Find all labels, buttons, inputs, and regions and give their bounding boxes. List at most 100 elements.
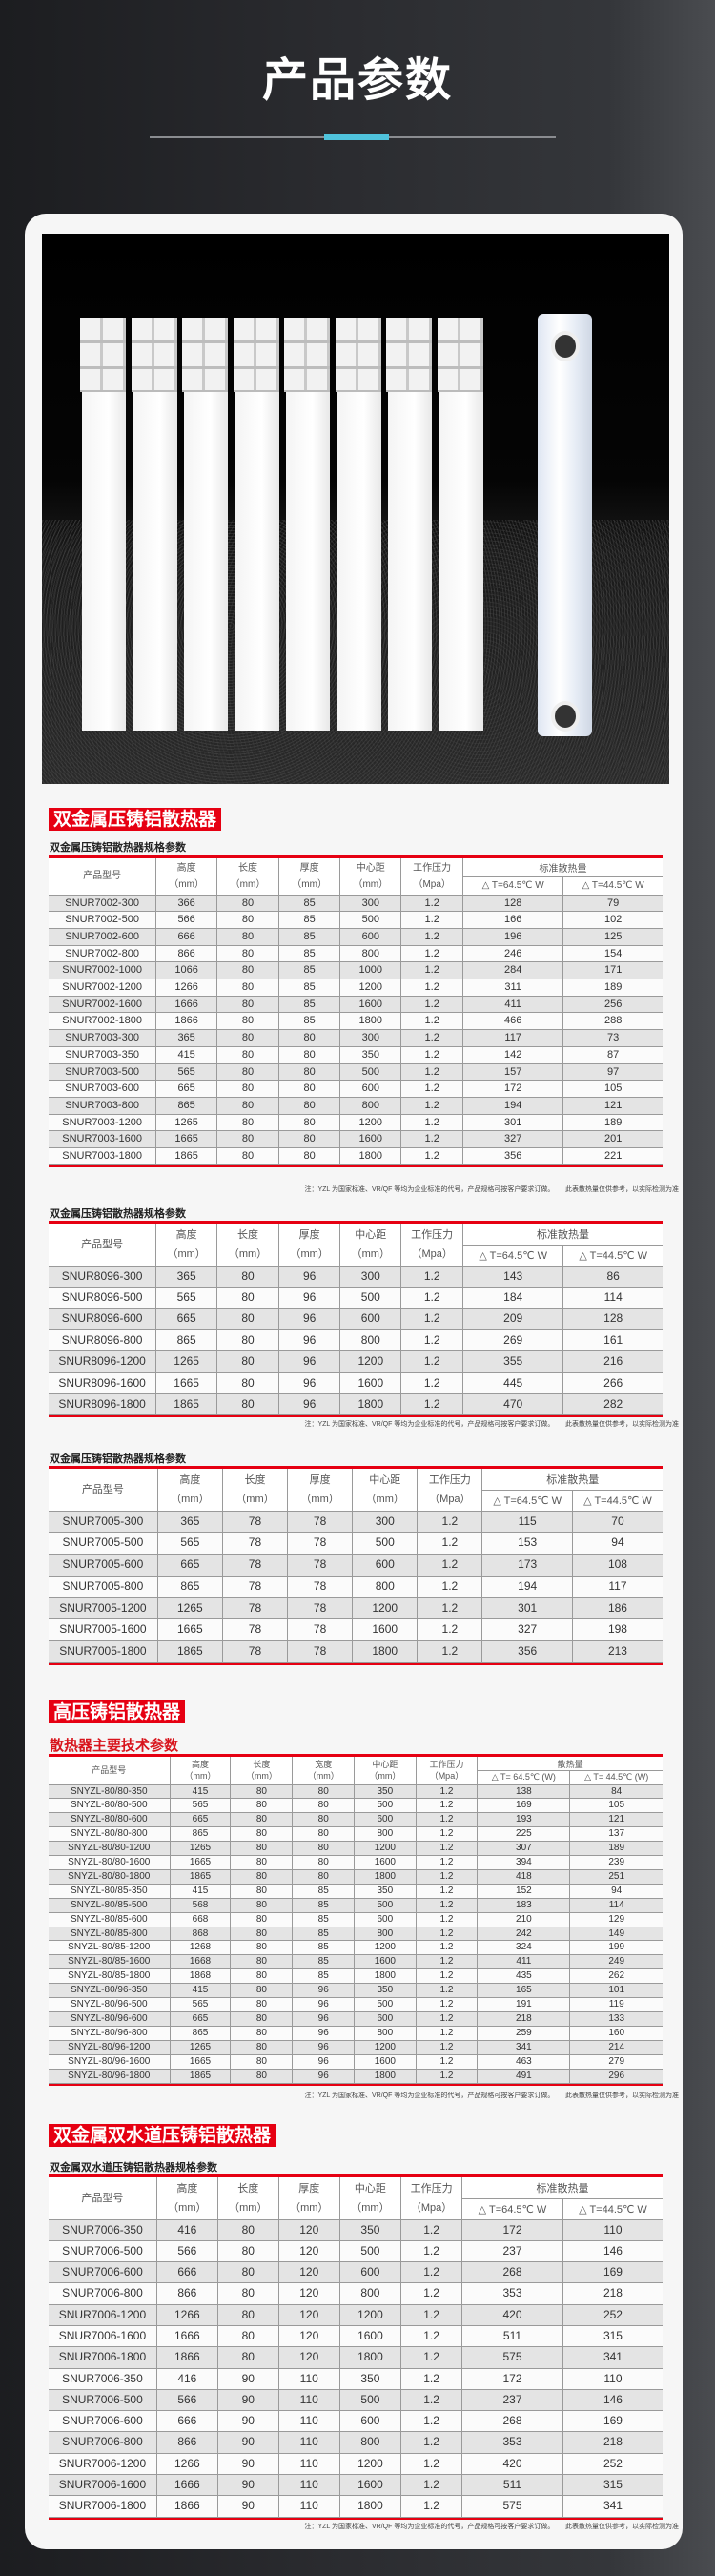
table-row: SNUR7006-350 416 90 110 350 1.2 172 110 [49,2367,663,2390]
value-cell: 1866 [155,2346,218,2369]
model-cell: SNUR7003-800 [49,1096,157,1115]
value-cell: 128 [562,1308,663,1330]
value-cell: 1.2 [400,979,463,997]
heat-output-header: 标准散热量 [481,1469,663,1491]
value-cell: 169 [477,1798,571,1814]
value-cell: 1266 [155,979,217,997]
value-cell: 416 [155,2218,218,2241]
column-header: 产品型号 [49,1224,157,1267]
value-cell: 80 [215,979,280,997]
table-row: SNUR7005-300 365 78 78 300 1.2 115 70 [49,1510,663,1534]
radiator-fin [386,318,432,731]
heat-output-header: 标准散热量 [461,2177,663,2199]
value-cell: 78 [221,1618,289,1642]
value-cell: 327 [461,1130,564,1149]
value-cell: 1.2 [415,1911,479,1927]
value-cell: 239 [569,1855,663,1870]
model-cell: SNUR7006-350 [49,2218,157,2241]
value-cell: 218 [562,2282,663,2305]
radiator-fin [182,318,228,731]
heat-output-header: 标准散热量 [461,858,663,877]
model-cell: SNUR7006-1200 [49,2452,157,2476]
value-cell: 470 [461,1392,564,1416]
value-cell: 259 [477,2025,571,2041]
value-cell: 189 [562,979,663,997]
value-cell: 1265 [155,1113,217,1132]
model-cell: SNYZL-80/96-500 [49,1997,171,2012]
value-cell: 800 [352,1575,419,1598]
model-cell: SNUR7002-300 [49,894,157,913]
value-cell: 78 [221,1640,289,1664]
value-cell: 1800 [339,1392,402,1416]
value-cell: 665 [155,1308,217,1330]
value-cell: 1.2 [415,1812,479,1828]
value-cell: 80 [215,1147,280,1165]
value-cell: 311 [461,979,564,997]
table-row: SNYZL-80/96-1600 1665 80 96 1600 1.2 463 279 [49,2053,663,2070]
model-cell: SNYZL-80/80-350 [49,1783,171,1800]
value-cell: 85 [292,1954,356,1970]
value-cell: 1.2 [415,1841,479,1857]
model-cell: SNUR7002-800 [49,944,157,963]
value-cell: 80 [278,1080,341,1098]
value-cell: 80 [215,995,280,1014]
model-cell: SNUR8096-1600 [49,1371,157,1394]
spec-table: 产品型号 高度 （mm） 长度 （mm） 厚度 （mm） 中心距 （mm） 工作压力 （M… [49,1466,663,1666]
fin-body [337,392,381,731]
value-cell: 1.2 [400,1062,463,1082]
spec-table-grid: 产品型号 高度 （mm） 长度 （mm） 厚度 （mm） 中心距 （mm） 工作压力 （M… [49,2177,663,2518]
value-cell: 80 [230,2039,294,2055]
model-cell: SNUR7006-1600 [49,2474,157,2497]
value-cell: 120 [277,2261,340,2284]
heat-column-header: △ T=64.5℃ W [461,2197,563,2220]
table-row: SNYZL-80/85-800 868 80 85 800 1.2 242 149 [49,1926,663,1942]
model-cell: SNYZL-80/80-800 [49,1826,171,1843]
value-cell: 191 [477,1997,571,2012]
table-row: SNUR7006-1600 1666 80 120 1600 1.2 511 315 [49,2324,663,2348]
value-cell: 120 [277,2282,340,2305]
radiator-fin [284,318,330,731]
value-cell: 566 [155,911,217,929]
value-cell: 194 [461,1096,564,1115]
value-cell: 252 [562,2303,663,2326]
value-cell: 500 [339,1062,402,1082]
value-cell: 341 [477,2039,571,2055]
table-row: SNUR7002-300 366 80 85 300 1.2 128 79 [49,894,663,913]
heat-column-header: △ T=64.5℃ W [481,1489,573,1512]
value-cell: 96 [292,2039,356,2055]
value-cell: 420 [461,2452,563,2476]
model-cell: SNUR7002-500 [49,911,157,929]
value-cell: 80 [230,1997,294,2012]
model-cell: SNUR7005-1600 [49,1618,158,1642]
value-cell: 600 [338,2410,402,2433]
value-cell: 1.2 [400,2431,463,2454]
value-cell: 237 [461,2239,563,2263]
value-cell: 1.2 [400,2367,463,2390]
value-cell: 119 [569,1997,663,2012]
value-cell: 172 [461,2218,563,2241]
value-cell: 171 [562,961,663,980]
value-cell: 865 [155,1096,217,1115]
model-cell: SNYZL-80/80-1200 [49,1841,171,1857]
value-cell: 500 [339,1286,402,1309]
fin-body [439,392,483,731]
fin-body [388,392,432,731]
value-cell: 600 [354,1911,417,1927]
value-cell: 129 [569,1911,663,1927]
fin-top-grid [80,318,126,392]
value-cell: 1.2 [400,1350,463,1373]
model-cell: SNUR7005-500 [49,1532,158,1556]
value-cell: 96 [292,2053,356,2070]
column-header: 长度 （mm） [215,1224,280,1267]
value-cell: 416 [155,2367,218,2390]
value-cell: 1.2 [415,1783,479,1800]
value-cell: 80 [215,1350,280,1373]
value-cell: 80 [215,1265,280,1288]
fin-top-grid [437,318,483,392]
value-cell: 1200 [354,1841,417,1857]
fin-top-grid [131,318,177,392]
value-cell: 94 [569,1883,663,1899]
value-cell: 85 [292,1897,356,1913]
value-cell: 80 [292,1812,356,1828]
value-cell: 80 [215,944,280,963]
